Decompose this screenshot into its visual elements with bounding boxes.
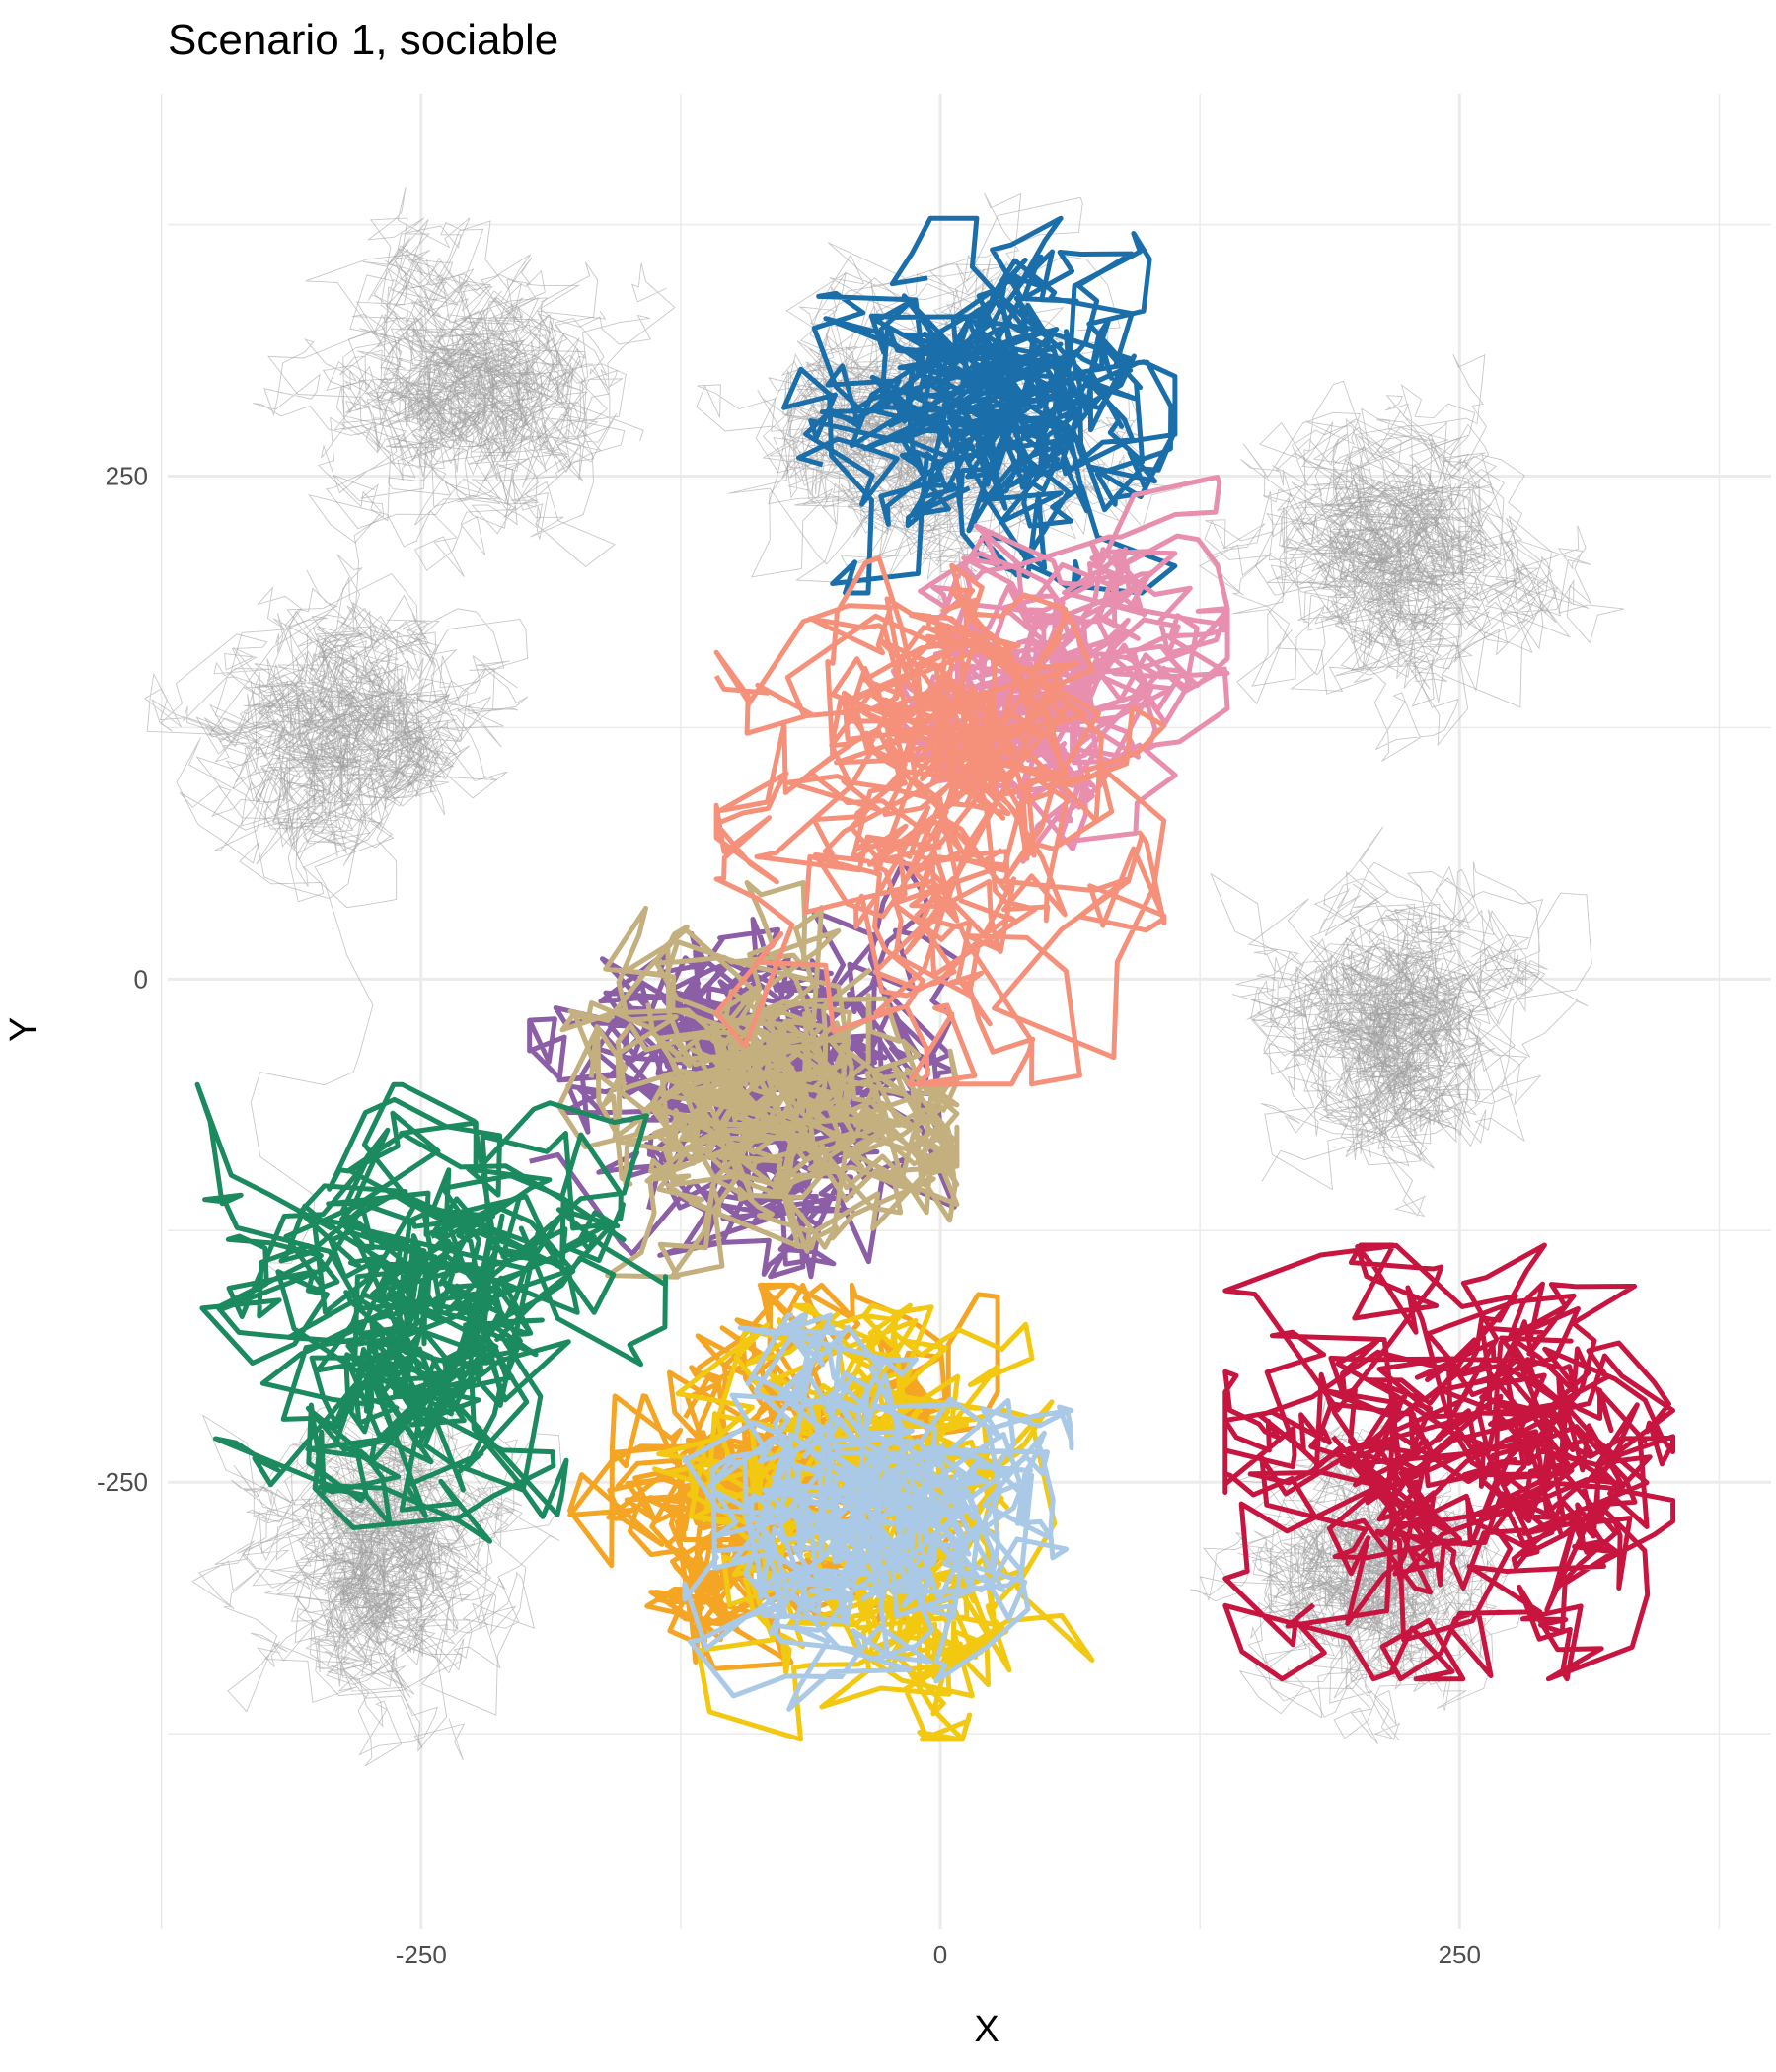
- series-track: [567, 924, 960, 1279]
- y-tick-label: -250: [97, 1467, 148, 1497]
- x-axis-label: X: [974, 2009, 999, 2050]
- y-tick-label: 0: [134, 964, 148, 994]
- series-track: [259, 1100, 668, 1491]
- background-track: [1199, 380, 1499, 747]
- series-track: [682, 1312, 972, 1712]
- tick-labels: -250 0 250 -250 0 250: [97, 462, 1481, 1970]
- background-track: [1307, 826, 1592, 1145]
- series-track: [1222, 1319, 1676, 1682]
- series-track: [754, 613, 1167, 1061]
- series-track: [1247, 1242, 1650, 1629]
- x-tick-label: 250: [1439, 1940, 1481, 1969]
- y-tick-label: 250: [106, 462, 148, 491]
- x-tick-label: -250: [396, 1940, 447, 1969]
- series-track: [796, 215, 1178, 527]
- background-track: [1203, 1494, 1521, 1744]
- background-track: [349, 186, 651, 505]
- chart-title: Scenario 1, sociable: [168, 16, 559, 64]
- background-track: [1257, 924, 1531, 1218]
- background-track: [144, 577, 462, 861]
- series-track: [1222, 1242, 1653, 1643]
- background-track: [1251, 479, 1590, 692]
- y-axis-label: Y: [3, 1016, 45, 1043]
- series-track: [781, 258, 1178, 596]
- series-tracks: [194, 215, 1676, 1742]
- background-track: [1259, 383, 1562, 762]
- x-tick-label: 0: [933, 1940, 947, 1969]
- series-track: [199, 1081, 556, 1530]
- background-track: [1231, 898, 1484, 1182]
- background-track: [179, 608, 529, 909]
- background-track: [290, 1397, 560, 1665]
- background-track: [357, 220, 644, 505]
- background-track: [225, 586, 458, 899]
- series-track: [682, 1370, 1070, 1684]
